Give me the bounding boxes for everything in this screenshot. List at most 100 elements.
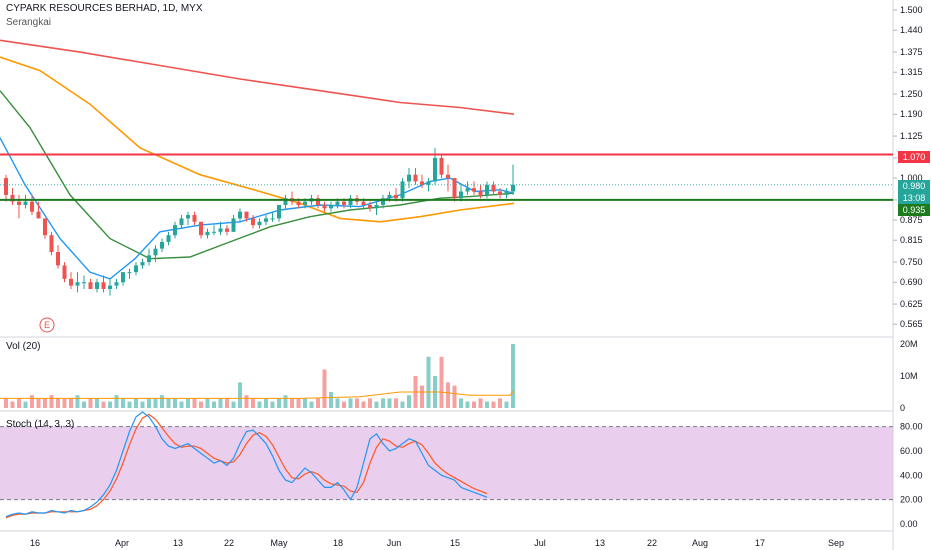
candle-body (322, 204, 327, 209)
candle-body (147, 255, 151, 263)
candle-body (400, 181, 405, 199)
candle-body (452, 178, 457, 199)
candle-body (101, 282, 106, 289)
candle-body (446, 174, 450, 179)
candle-body (95, 282, 99, 289)
candle-body (205, 231, 210, 236)
candle-body (10, 194, 15, 202)
volume-bar (30, 395, 34, 408)
candle-body (316, 198, 320, 205)
stoch-tick-label: 20.00 (900, 495, 923, 505)
time-tick-label: 15 (450, 538, 460, 548)
volume-bar (303, 398, 307, 408)
volume-bar (322, 369, 327, 408)
volume-tick-label: 20M (900, 339, 918, 349)
volume-bar (101, 401, 106, 408)
ma-red-line (0, 39, 515, 115)
volume-bar (264, 398, 268, 408)
volume-bar (446, 382, 450, 408)
candle-body (465, 188, 470, 192)
price-tick-label: 0.690 (900, 277, 923, 287)
candle-body (166, 235, 171, 242)
time-tick-label: Apr (115, 538, 129, 548)
candle-body (36, 211, 41, 219)
time-tick-label: Aug (692, 538, 708, 548)
candle-body (56, 252, 60, 266)
volume-bar (205, 398, 210, 408)
candle-body (69, 278, 73, 286)
volume-bar (36, 398, 41, 408)
time-tick-label: 13 (173, 538, 183, 548)
volume-bar (296, 398, 301, 408)
volume-bar (400, 401, 405, 408)
volume-bar (394, 398, 398, 408)
volume-bar (342, 401, 346, 408)
volume-bar (192, 398, 197, 408)
price-tick-label: 0.815 (900, 235, 923, 245)
volume-bar (95, 398, 99, 408)
time-tick-label: Jul (534, 538, 546, 548)
last-price-tag: 0.980 (898, 180, 930, 192)
candle-body (342, 201, 346, 205)
candle-body (134, 265, 138, 273)
candle-body (504, 191, 509, 195)
candle-body (478, 191, 483, 195)
price-tick-label: 1.190 (900, 109, 923, 119)
volume-bar (173, 398, 177, 408)
volume-bar (49, 395, 54, 408)
candle-body (173, 225, 177, 236)
volume-bar (147, 398, 151, 408)
volume-bar (374, 401, 379, 408)
candle-body (153, 248, 158, 256)
price-tick-label: 1.440 (900, 25, 923, 35)
countdown-tag: 13:08 (898, 192, 930, 204)
earnings-marker (39, 317, 55, 333)
volume-bar (121, 398, 125, 408)
volume-bar (498, 398, 502, 408)
candle-body (420, 181, 424, 185)
volume-bar (452, 385, 457, 408)
candle-body (283, 198, 288, 205)
volume-bar (225, 398, 229, 408)
stoch-tick-label: 0.00 (900, 519, 918, 529)
time-tick-label: 22 (647, 538, 657, 548)
volume-bar (114, 395, 119, 408)
volume-bar (186, 398, 190, 408)
volume-bar (491, 401, 496, 408)
volume-bar (153, 398, 158, 408)
candle-body (4, 178, 8, 195)
candle-body (75, 282, 80, 286)
volume-bar (82, 401, 86, 408)
resistance-price-tag: 1.070 (898, 151, 930, 163)
volume-bar (439, 356, 444, 408)
volume-tick-label: 10M (900, 371, 918, 381)
stoch-band (0, 426, 893, 500)
candle-body (140, 262, 145, 266)
candle-body (179, 218, 184, 226)
time-tick-label: Jun (387, 538, 402, 548)
volume-bar (4, 398, 8, 408)
candle-body (381, 198, 385, 205)
candle-body (192, 215, 197, 222)
earnings-marker-label: E (44, 320, 50, 330)
candle-body (244, 211, 249, 219)
candle-body (394, 194, 398, 199)
price-tick-label: 0.875 (900, 215, 923, 225)
volume-bar (108, 401, 112, 408)
volume-bar (69, 398, 73, 408)
chart-subtitle: Serangkai (6, 17, 52, 28)
candle-body (23, 201, 28, 205)
volume-bar (160, 395, 164, 408)
volume-bar (218, 398, 223, 408)
support-price-tag: 0.935 (898, 204, 930, 216)
candle-body (238, 211, 242, 219)
candle-body (374, 204, 379, 209)
candle-body (82, 282, 86, 284)
volume-bar (251, 398, 255, 408)
volume-bar (381, 398, 385, 408)
volume-bar (277, 398, 281, 408)
candle-body (186, 215, 190, 219)
candle-body (439, 157, 444, 175)
time-tick-label: May (270, 538, 288, 548)
